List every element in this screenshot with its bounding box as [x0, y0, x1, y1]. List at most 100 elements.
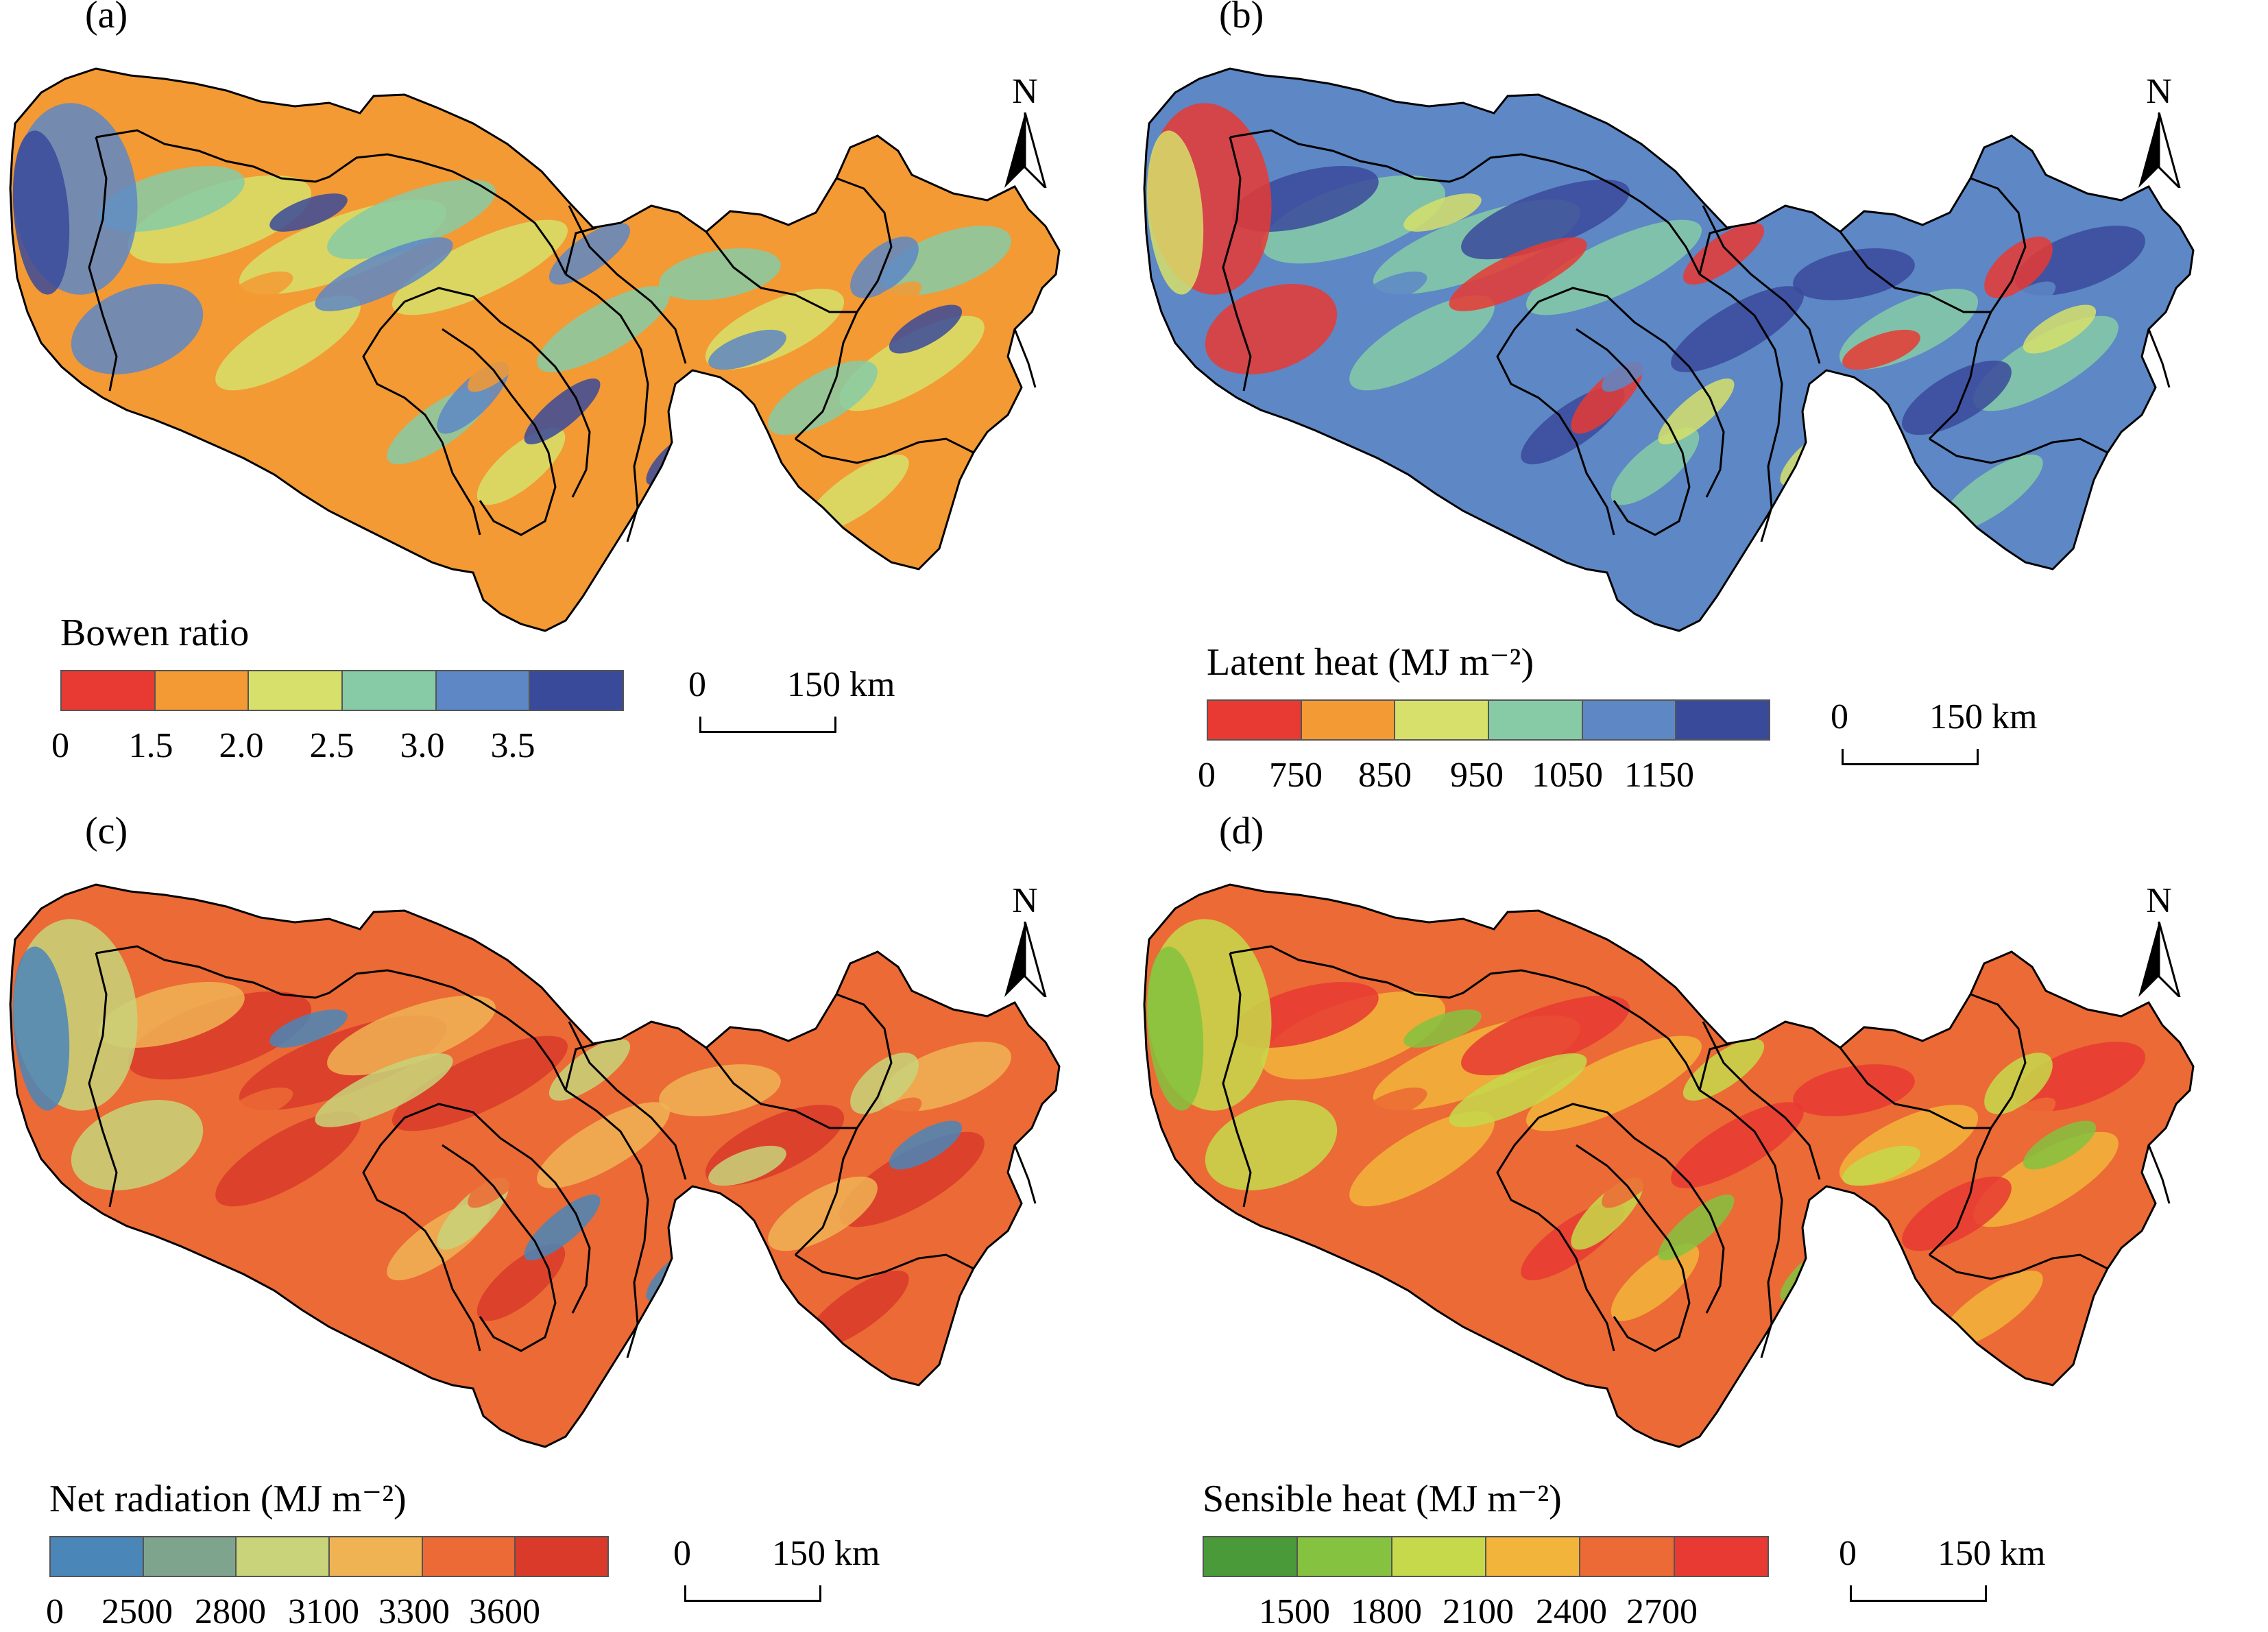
map-patch [805, 454, 909, 533]
subregion-border [1928, 993, 2027, 1256]
legend-swatch [1392, 1537, 1486, 1576]
map-patch [860, 281, 922, 322]
map-patch [881, 226, 1011, 296]
subregion-border [1496, 301, 1615, 536]
map-patch [708, 1145, 786, 1186]
subregion-border [442, 328, 557, 536]
map-patch [839, 1131, 985, 1227]
subregion-border [565, 1089, 649, 1358]
map-patch [2023, 1120, 2097, 1170]
north-arrow: N [2128, 74, 2190, 191]
map-patch [269, 193, 348, 232]
legend-swatch [1208, 701, 1302, 739]
map-latent-heat [1143, 67, 2195, 632]
map-patch [1842, 1145, 1920, 1186]
map-patch [12, 130, 70, 295]
map-patch [1362, 1087, 1427, 1121]
map-patch [1525, 1035, 1702, 1131]
subregion-border [794, 993, 893, 1256]
map-patch [1919, 448, 1967, 485]
map-patch [1842, 329, 1920, 370]
map-patch [1205, 284, 1338, 374]
map-patch [1403, 1009, 1482, 1048]
region-outline [9, 883, 1061, 1448]
map-patch [768, 1176, 878, 1251]
map-net-radiation [9, 883, 1061, 1448]
map-patch [127, 175, 312, 264]
legend-swatch [436, 671, 531, 710]
map-patch [785, 448, 833, 485]
legend-tick-label: 3100 [288, 1592, 359, 1631]
map-patch [127, 991, 312, 1080]
north-arrow-icon [2138, 922, 2181, 997]
legend-swatch [62, 671, 156, 710]
scale-zero: 0 [1839, 1534, 1857, 1573]
map-patch [548, 1038, 631, 1101]
legend-tick-label: 2500 [101, 1592, 173, 1631]
map-patch [215, 295, 361, 391]
map-patch [1919, 1264, 1967, 1301]
subregion-border [1222, 136, 1252, 392]
map-patch [537, 286, 670, 372]
map-patch [889, 1120, 963, 1170]
legend-swatch [1301, 701, 1396, 739]
subregion-border [795, 1253, 974, 1280]
map-patch [269, 1009, 348, 1048]
map-sensible-heat [1143, 883, 2195, 1448]
map-patch [71, 284, 204, 374]
scale-distance: 150 km [787, 665, 895, 704]
legend-swatch [143, 1537, 237, 1576]
subregion-border [564, 1042, 597, 1091]
map-patch [839, 315, 985, 411]
map-patch [215, 1111, 361, 1207]
map-bowen-ratio [9, 67, 1061, 632]
region-outline [1143, 883, 2195, 1448]
subregion-border [794, 177, 893, 440]
panel-c: (c) N Net radiation (MJ m⁻²) 0 2500 2800 31… [0, 812, 1134, 1632]
map-patch [476, 427, 566, 505]
legend-swatch [155, 671, 250, 710]
legend-title: Bowen ratio [60, 612, 250, 654]
map-patch [1610, 1243, 1700, 1321]
subregion-border [1229, 945, 1701, 1091]
map-patch [1449, 237, 1587, 311]
legend-tick-label: 0 [1198, 756, 1216, 795]
legend-tick-label: 850 [1358, 756, 1412, 795]
panel-label: (c) [85, 810, 128, 852]
map-patch [1261, 991, 1446, 1080]
map-patch [768, 360, 878, 435]
map-patch [12, 946, 70, 1111]
legend-swatch [1580, 1537, 1675, 1576]
legend-swatch [530, 671, 623, 710]
legend-title: Latent heat (MJ m⁻²) [1207, 641, 1534, 684]
legend-bar [1207, 699, 1770, 741]
subregion-border [1538, 287, 1725, 498]
map-patch [1682, 1038, 1765, 1101]
subregion-border [362, 1117, 481, 1352]
map-patch [1973, 1131, 2119, 1227]
map-patch [228, 271, 293, 305]
map-fill [10, 885, 1059, 1447]
legend-tick-label: 1050 [1532, 756, 1603, 795]
subregion-border [1496, 1117, 1615, 1352]
legend-tick-label: 2800 [195, 1592, 266, 1631]
legend-tick-label: 0 [46, 1592, 64, 1631]
map-patch [468, 335, 533, 392]
map-patch [524, 1194, 601, 1261]
scale-zero: 0 [673, 1534, 691, 1573]
legend-bar [60, 670, 624, 711]
legend-bar [1203, 1536, 1769, 1577]
map-patch [785, 1264, 833, 1301]
legend-swatch [422, 1537, 516, 1576]
legend-tick-label: 2100 [1443, 1592, 1514, 1631]
legend-swatch [330, 1537, 423, 1576]
map-patch [1146, 946, 1204, 1111]
map-patch [1602, 1151, 1667, 1208]
scale-bar: 0 150 km [1836, 1534, 2045, 1611]
map-patch [1525, 219, 1702, 315]
legend-tick-label: 2400 [1536, 1592, 1607, 1631]
subregion-border [404, 1103, 591, 1314]
legend-tick-label: 1.5 [128, 726, 173, 765]
subregion-border [1702, 205, 1821, 364]
subregion-border [2147, 1144, 2171, 1204]
